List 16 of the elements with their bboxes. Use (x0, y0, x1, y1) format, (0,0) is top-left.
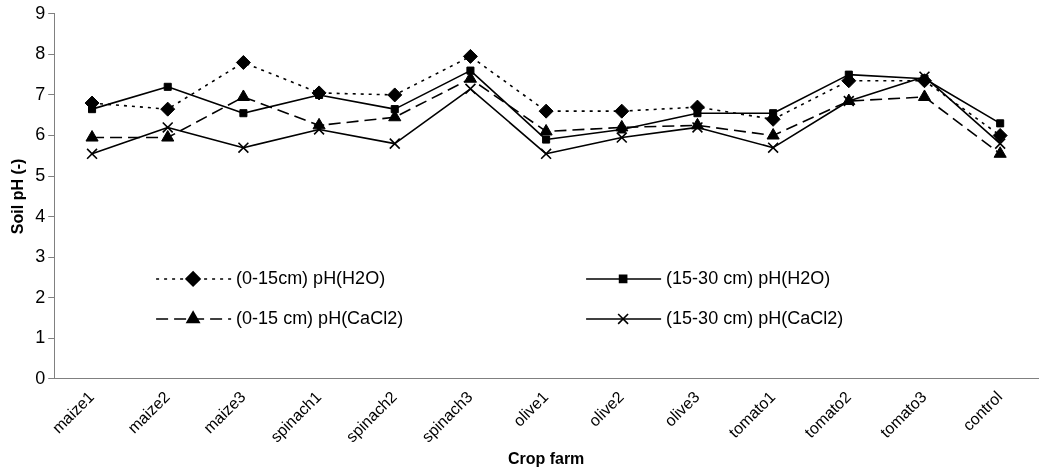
legend-label: (0-15 cm) pH(CaCl2) (236, 307, 404, 328)
y-tick-label: 7 (35, 83, 46, 104)
y-tick-label: 5 (35, 165, 46, 186)
y-tick-label: 4 (35, 205, 46, 226)
y-tick-label: 1 (35, 327, 46, 348)
y-tick-label: 6 (35, 124, 46, 145)
y-axis-title: Soil pH (-) (9, 158, 27, 235)
y-tick-label: 8 (35, 43, 46, 64)
y-tick-label: 0 (35, 367, 46, 388)
legend-label: (15-30 cm) pH(CaCl2) (666, 307, 844, 328)
y-tick-label: 2 (35, 286, 46, 307)
y-tick-label: 9 (35, 2, 46, 23)
legend-label: (15-30 cm) pH(H2O) (666, 267, 831, 288)
legend-label: (0-15cm) pH(H2O) (236, 267, 386, 288)
y-tick-label: 3 (35, 246, 46, 267)
x-axis-title: Crop farm (507, 449, 585, 467)
